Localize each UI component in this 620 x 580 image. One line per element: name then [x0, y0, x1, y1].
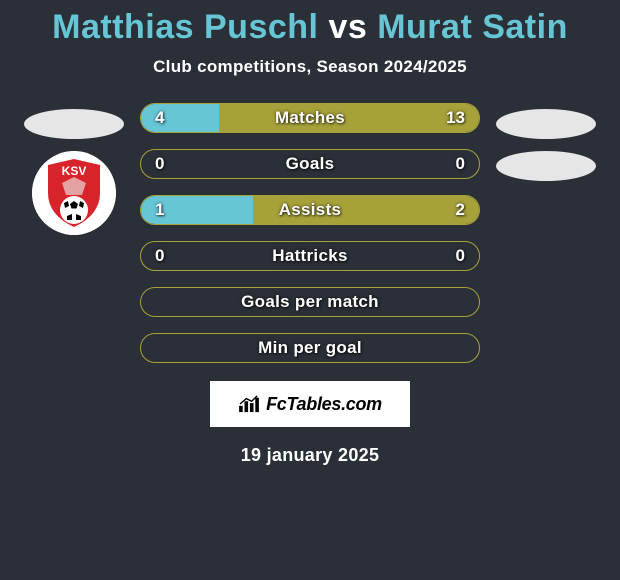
bar-value-right: 0 [456, 154, 465, 174]
bar-value-left: 0 [155, 154, 164, 174]
title-player2: Murat Satin [377, 8, 568, 46]
comparison-row: KSV 4 13 Matches 0 0 Goals 1 2 Assists 0 0 Hattrick… [0, 103, 620, 363]
bar-label: Min per goal [258, 338, 362, 358]
player1-column: KSV [24, 103, 124, 235]
player1-avatar-placeholder-1 [24, 109, 124, 139]
stat-bar-hattricks: 0 0 Hattricks [140, 241, 480, 271]
title-vs: vs [328, 8, 367, 46]
subtitle: Club competitions, Season 2024/2025 [153, 57, 467, 77]
player1-club-logo: KSV [32, 151, 116, 235]
bar-fill-left [141, 104, 219, 132]
player2-avatar-placeholder-2 [496, 151, 596, 181]
watermark-text: FcTables.com [266, 394, 382, 415]
stat-bar-assists: 1 2 Assists [140, 195, 480, 225]
bar-label: Goals per match [241, 292, 379, 312]
bar-label: Hattricks [272, 246, 347, 266]
bar-label: Assists [279, 200, 342, 220]
title-player1: Matthias Puschl [52, 8, 318, 46]
bar-fill-right [219, 104, 479, 132]
stat-bar-min-per-goal: Min per goal [140, 333, 480, 363]
bar-value-left: 0 [155, 246, 164, 266]
svg-text:KSV: KSV [62, 164, 87, 178]
watermark: FcTables.com [210, 381, 410, 427]
page-title: Matthias Puschl vs Murat Satin [52, 8, 568, 47]
chart-icon [238, 395, 260, 413]
stat-bar-goals: 0 0 Goals [140, 149, 480, 179]
bar-value-left: 4 [155, 108, 164, 128]
bar-value-right: 13 [446, 108, 465, 128]
bar-label: Matches [275, 108, 345, 128]
bar-value-left: 1 [155, 200, 164, 220]
bar-value-right: 0 [456, 246, 465, 266]
stat-bar-goals-per-match: Goals per match [140, 287, 480, 317]
stat-bar-matches: 4 13 Matches [140, 103, 480, 133]
date-text: 19 january 2025 [241, 445, 380, 466]
bar-label: Goals [286, 154, 335, 174]
player2-column [496, 103, 596, 181]
stat-bars: 4 13 Matches 0 0 Goals 1 2 Assists 0 0 Hattricks Goa… [140, 103, 480, 363]
bar-value-right: 2 [456, 200, 465, 220]
player2-avatar-placeholder-1 [496, 109, 596, 139]
